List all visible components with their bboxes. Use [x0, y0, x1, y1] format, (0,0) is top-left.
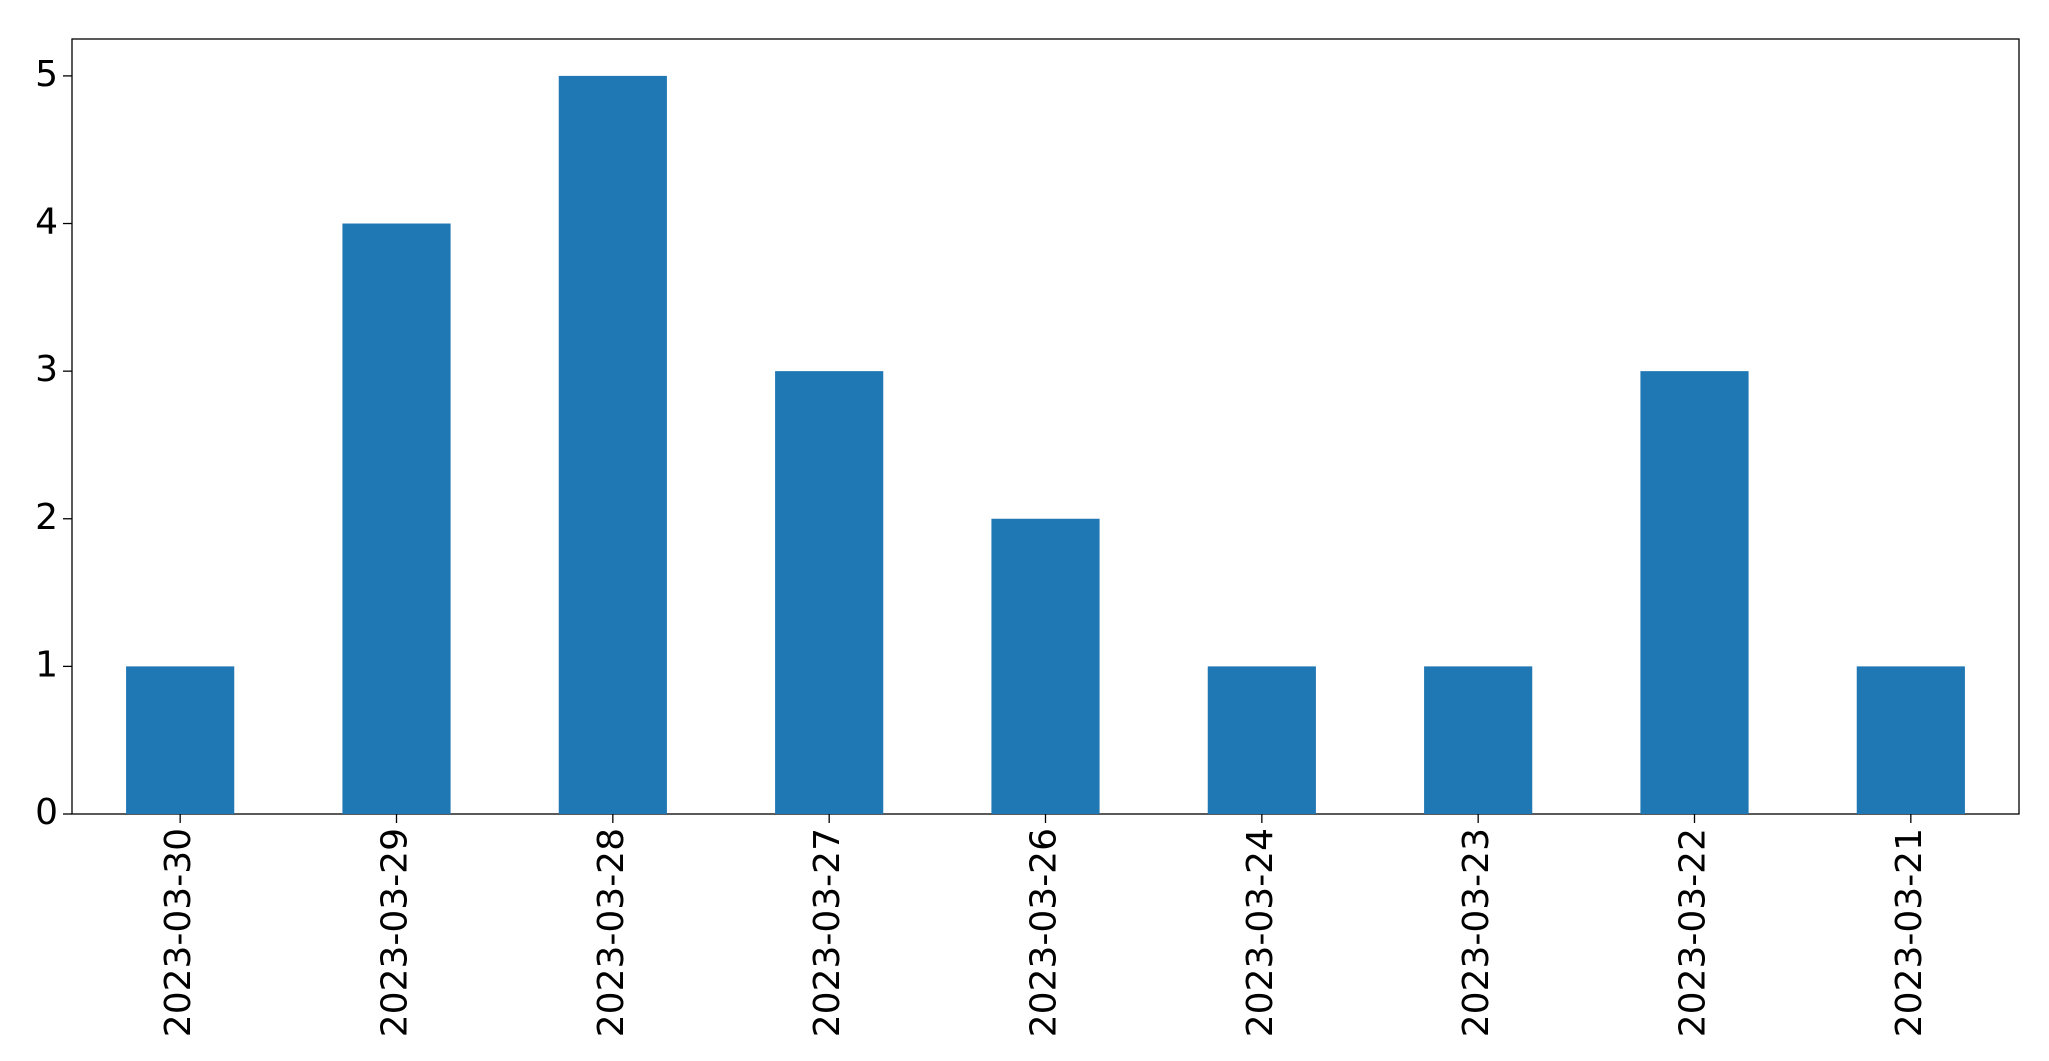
x-tick-label: 2023-03-22 [1673, 828, 1714, 1037]
y-tick-label: 4 [35, 202, 58, 243]
y-tick-label: 5 [35, 54, 58, 95]
bar [126, 666, 235, 814]
y-tick-label: 1 [35, 644, 58, 685]
y-tick-label: 0 [35, 792, 58, 833]
bar [775, 371, 884, 814]
x-tick-label: 2023-03-29 [375, 828, 416, 1037]
x-tick-label: 2023-03-24 [1240, 828, 1281, 1037]
x-tick-label: 2023-03-26 [1024, 828, 1065, 1037]
bar [558, 75, 667, 814]
x-tick-label: 2023-03-30 [158, 828, 199, 1037]
bar [991, 518, 1100, 814]
x-tick-label: 2023-03-23 [1456, 828, 1497, 1037]
bar [342, 223, 451, 814]
bar [1207, 666, 1316, 814]
x-tick-label: 2023-03-28 [591, 828, 632, 1037]
y-tick-label: 2 [35, 497, 58, 538]
y-tick-label: 3 [35, 349, 58, 390]
x-tick-label: 2023-03-27 [807, 828, 848, 1037]
bar [1640, 371, 1749, 814]
bar [1856, 666, 1965, 814]
x-tick-label: 2023-03-21 [1889, 828, 1930, 1037]
bar [1424, 666, 1533, 814]
